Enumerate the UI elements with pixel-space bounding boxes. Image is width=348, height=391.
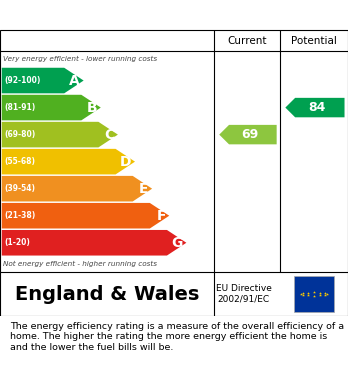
Polygon shape	[2, 230, 187, 256]
Text: The energy efficiency rating is a measure of the overall efficiency of a home. T: The energy efficiency rating is a measur…	[10, 322, 345, 352]
Text: (81-91): (81-91)	[5, 103, 36, 112]
Text: E: E	[139, 182, 149, 196]
Polygon shape	[2, 203, 169, 228]
Bar	[294, 276, 334, 312]
Text: B: B	[87, 100, 97, 115]
Polygon shape	[2, 68, 84, 93]
Text: Not energy efficient - higher running costs: Not energy efficient - higher running co…	[3, 261, 158, 267]
Text: C: C	[104, 127, 114, 142]
Text: (92-100): (92-100)	[5, 76, 41, 85]
Text: (1-20): (1-20)	[5, 238, 30, 247]
Text: A: A	[69, 74, 80, 88]
Polygon shape	[2, 95, 101, 120]
Text: Potential: Potential	[291, 36, 337, 46]
Text: EU Directive
2002/91/EC: EU Directive 2002/91/EC	[216, 284, 272, 304]
Text: England & Wales: England & Wales	[15, 285, 199, 303]
Polygon shape	[2, 176, 152, 201]
Polygon shape	[2, 149, 135, 174]
Text: D: D	[120, 155, 132, 169]
Polygon shape	[219, 125, 277, 144]
Text: 69: 69	[241, 128, 259, 141]
Polygon shape	[2, 122, 118, 147]
Text: Very energy efficient - lower running costs: Very energy efficient - lower running co…	[3, 56, 158, 62]
Text: Current: Current	[227, 36, 267, 46]
Text: F: F	[156, 209, 166, 223]
Text: 84: 84	[308, 101, 326, 114]
Text: (55-68): (55-68)	[5, 157, 35, 166]
Text: (69-80): (69-80)	[5, 130, 36, 139]
Text: Energy Efficiency Rating: Energy Efficiency Rating	[7, 7, 217, 23]
Text: G: G	[172, 236, 183, 250]
Polygon shape	[285, 98, 345, 117]
Text: (39-54): (39-54)	[5, 184, 35, 193]
Text: (21-38): (21-38)	[5, 211, 36, 220]
